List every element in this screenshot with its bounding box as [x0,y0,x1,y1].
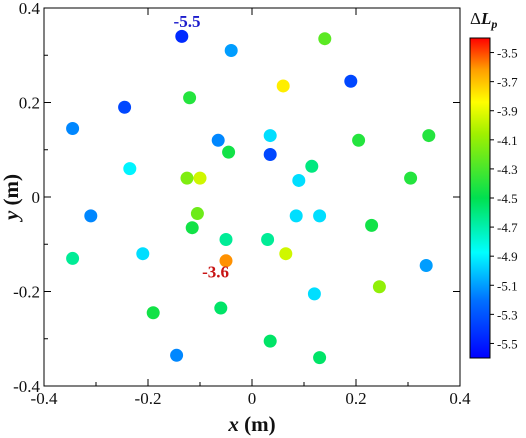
colorbar-tick-label: -4.5 [497,191,518,206]
plot-area [43,7,461,387]
data-point [307,287,321,301]
y-tick-label: -0.2 [13,283,40,302]
data-point [365,218,379,232]
data-point [263,147,277,161]
data-point [180,171,194,185]
data-point [313,351,327,365]
colorbar-tick-label: -3.7 [497,75,518,90]
colorbar-tick-label: -4.1 [497,133,518,148]
colorbar-tick-label: -3.9 [497,104,518,119]
y-axis-label: y (m) [0,174,23,223]
data-point [146,306,160,320]
y-tick-label: 0.2 [19,94,40,113]
data-point [289,209,303,223]
data-point [313,209,327,223]
annotation-label: -5.5 [174,12,201,31]
x-axis-ticks: -0.4 -0.2 0 0.2 0.4 [31,8,471,408]
data-point [352,133,366,147]
annotation-label: -3.6 [202,262,229,281]
y-tick-label: -0.4 [13,377,40,396]
data-point [214,301,228,315]
colorbar-ticks: -3.5 -3.7 -3.9 -4.1 -4.3 -4.5 -4.7 -4.9 -5.1 -5.3… [490,46,518,351]
y-axis-ticks: 0.4 0.2 0 -0.2 -0.4 [13,0,460,396]
data-point [193,171,207,185]
data-point [84,209,98,223]
data-point [318,32,332,46]
data-point [190,207,204,221]
data-point [219,254,233,268]
data-point [263,334,277,348]
colorbar-tick-label: -5.1 [497,278,518,293]
data-point [185,221,199,235]
colorbar [469,37,491,359]
data-point [118,100,132,114]
colorbar-tick-label: -4.9 [497,249,518,264]
data-point [419,259,433,273]
x-tick-label: 0.2 [345,389,366,408]
data-point [305,159,319,173]
colorbar-tick-label: -3.5 [497,46,518,61]
x-tick-label: 0 [248,389,257,408]
y-tick-label: 0 [32,188,41,207]
data-point [170,348,184,362]
data-point [422,129,436,143]
colorbar-tick-label: -4.7 [497,220,518,235]
data-point [344,74,358,88]
data-point [261,233,275,247]
scatter-points [66,29,436,365]
data-point [224,44,238,58]
data-point [183,91,197,105]
data-point [211,133,225,147]
data-point [222,145,236,159]
y-tick-label: 0.4 [19,0,41,18]
data-point [372,280,386,294]
data-point [66,121,80,135]
colorbar-tick-label: -5.5 [497,336,518,351]
data-point [276,79,290,93]
data-point [123,162,137,176]
data-point [279,247,293,261]
data-point [404,171,418,185]
data-point [219,233,233,247]
data-point [175,29,189,43]
data-point [292,173,306,187]
x-tick-label: 0.4 [449,389,471,408]
colorbar-title: ΔLp [470,9,497,31]
colorbar-tick-label: -4.3 [497,162,518,177]
annotations: -5.5 -3.6 [174,12,230,281]
data-point [136,247,150,261]
x-tick-label: -0.4 [31,389,58,408]
x-axis-label: x (m) [227,412,275,436]
data-point [66,251,80,265]
colorbar-tick-label: -5.3 [497,307,518,322]
x-tick-label: -0.2 [135,389,162,408]
data-point [263,129,277,143]
